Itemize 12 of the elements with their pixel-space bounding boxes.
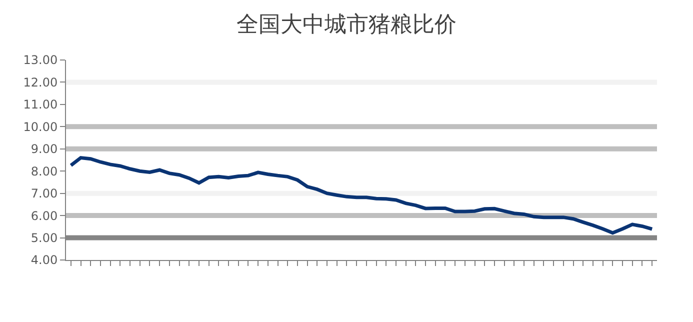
line-series — [69, 156, 654, 235]
y-tick-label: 9.00 — [30, 142, 58, 156]
y-tick-label: 11.00 — [23, 98, 58, 112]
y-tick-label: 12.00 — [23, 75, 58, 90]
y-tick-label: 4.00 — [30, 253, 58, 268]
chart-title: 全国大中城市猪粮比价 — [236, 12, 456, 38]
y-tick-label: 13.00 — [23, 53, 58, 68]
y-tick-label: 6.00 — [30, 208, 58, 223]
y-tick-label: 8.00 — [30, 164, 58, 178]
y-tick-label: 10.00 — [23, 120, 58, 134]
y-tick-label: 7.00 — [30, 186, 58, 201]
y-tick-label: 5.00 — [30, 230, 58, 245]
